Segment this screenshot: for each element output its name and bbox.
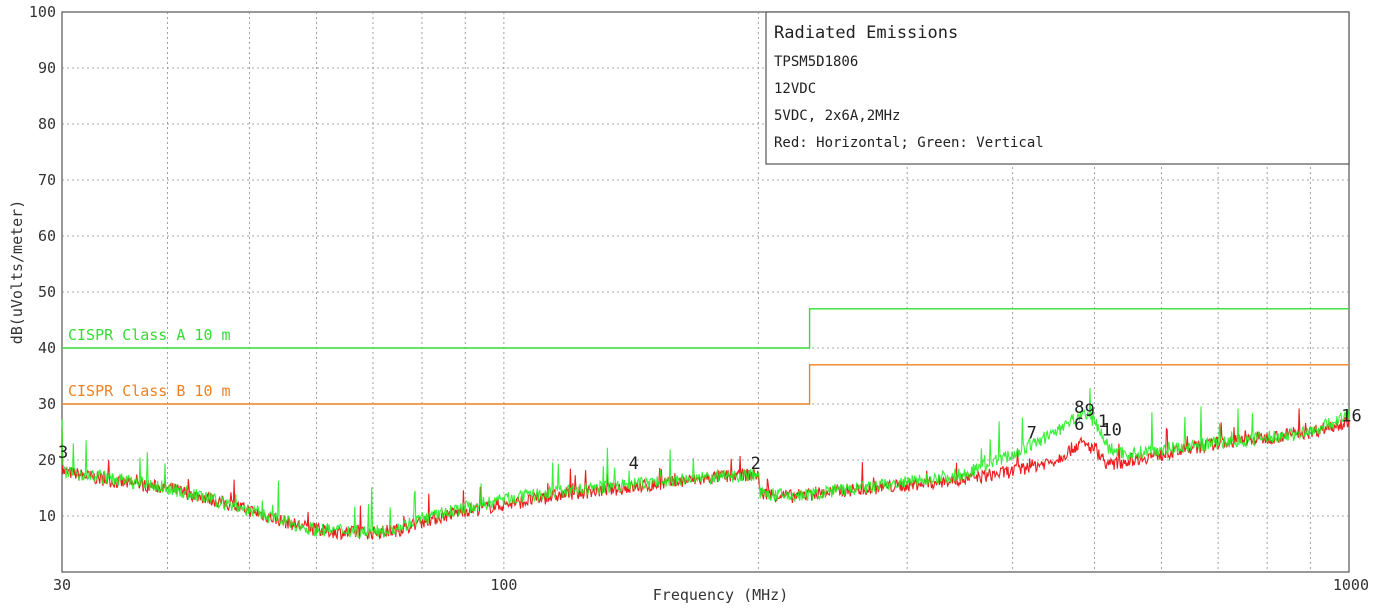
y-tick-label: 90	[38, 59, 56, 77]
legend-line: Red: Horizontal; Green: Vertical	[774, 135, 1044, 151]
peak-marker-label: 2	[751, 454, 761, 474]
legend-line: TPSM5D1806	[774, 54, 858, 70]
y-tick-label: 50	[38, 283, 56, 301]
x-tick-label: 30	[53, 576, 71, 594]
series-line	[61, 387, 1350, 539]
peak-markers: 3 4 2 7 8 9 10 6 1 16	[58, 398, 1362, 474]
x-tick-label: 1000	[1333, 576, 1369, 594]
y-tick-label: 100	[29, 3, 56, 21]
y-tick-label: 60	[38, 227, 56, 245]
peak-marker-label: 3	[58, 443, 68, 463]
peak-marker-label: 9	[1085, 401, 1095, 421]
legend-frame	[765, 11, 1350, 165]
peak-marker-label: 1	[1098, 412, 1108, 432]
y-tick-label: 80	[38, 115, 56, 133]
y-tick-label: 70	[38, 171, 56, 189]
limit-line	[62, 308, 1349, 349]
legend-line: 12VDC	[774, 81, 816, 97]
y-tick-label: 10	[38, 507, 56, 525]
legend-line: 5VDC, 2x6A,2MHz	[774, 108, 900, 124]
peak-marker-label: 10	[1101, 421, 1121, 441]
y-tick-label: 30	[38, 395, 56, 413]
x-tick-label: 100	[490, 576, 517, 594]
peak-marker-label: 7	[1027, 423, 1037, 443]
limit-line-label: CISPR Class A 10 m	[68, 326, 231, 344]
x-axis-label: Frequency (MHz)	[653, 586, 788, 604]
peak-marker-label: 6	[1074, 415, 1084, 435]
series-line	[61, 408, 1350, 541]
y-tick-label: 20	[38, 451, 56, 469]
legend-title: Radiated Emissions	[774, 23, 958, 43]
legend-box: Radiated Emissions TPSM5D1806 12VDC 5VDC, 2…	[765, 11, 1350, 165]
limit-line	[62, 364, 1349, 405]
peak-marker-label: 4	[629, 454, 639, 474]
grid	[61, 11, 1350, 573]
y-tick-label: 40	[38, 339, 56, 357]
limit-line-label: CISPR Class B 10 m	[68, 382, 231, 400]
y-axis-label: dB(uVolts/meter)	[8, 200, 26, 345]
data-series	[61, 387, 1350, 541]
axis-ticks: 10 20 30 40 50 60 70 80 90 100 30 100 1000	[29, 3, 1369, 594]
limit-lines: CISPR Class A 10 m CISPR Class B 10 m	[62, 308, 1349, 405]
peak-marker-label: 8	[1074, 398, 1084, 418]
peak-marker-label: 16	[1341, 407, 1361, 427]
